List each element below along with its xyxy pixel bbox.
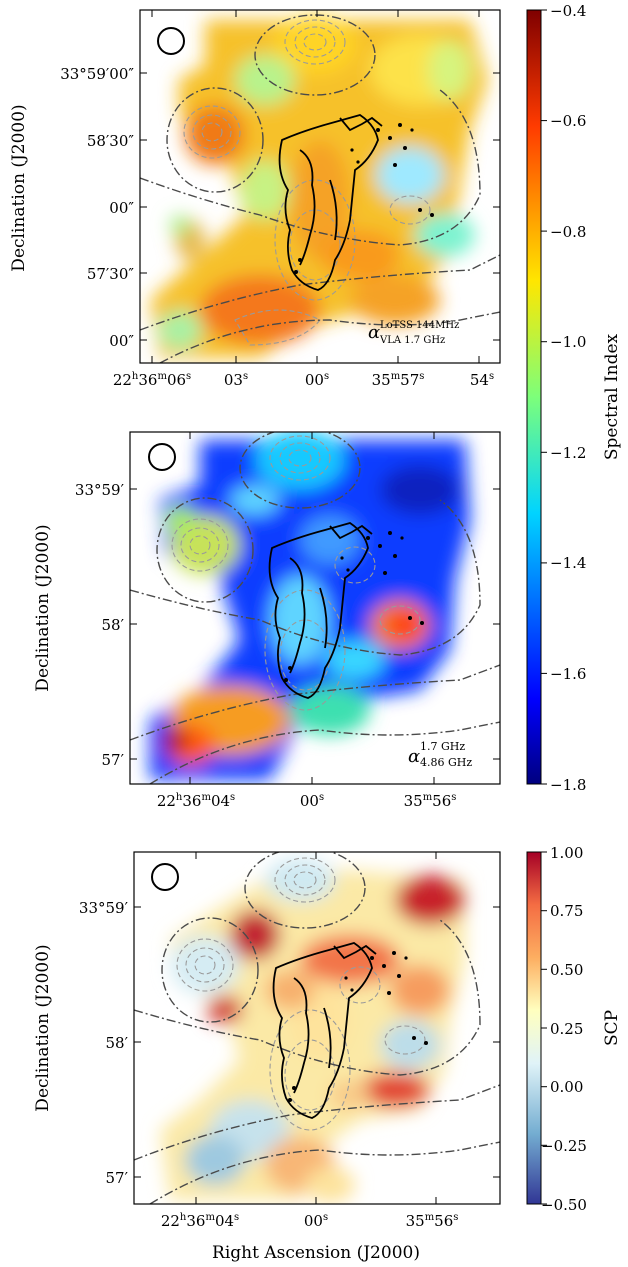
cbar-tick-label: −1.0 [550, 333, 586, 351]
cbar-tick-label: 1.00 [550, 844, 583, 862]
colorbar-spectral-index: −0.4 −0.6 −0.8 −1.0 −1.2 −1.4 −1.6 −1.8 … [526, 2, 622, 794]
cbar-tick-label: 0.00 [550, 1078, 583, 1096]
svg-text:1.7 GHz: 1.7 GHz [420, 740, 465, 753]
cbar-tick-label: −0.6 [550, 112, 586, 130]
xtick-label: 00s [300, 792, 324, 810]
xtick-label: 22h36m04s [161, 1212, 239, 1230]
ytick-label: 58′ [106, 1034, 129, 1052]
cbar-tick-label: −0.4 [550, 2, 586, 20]
cbar-tick-label: 0.25 [550, 1020, 583, 1038]
y-axis-label-2: Declination (J2000) [33, 524, 53, 691]
panel-3-frame [133, 851, 501, 1205]
ytick-label: 00″ [109, 199, 134, 217]
xtick-label: 00s [304, 1212, 328, 1230]
colorbar-label-scp: SCP [602, 1010, 622, 1046]
scp-map [134, 852, 500, 1204]
xtick-label: 22h36m04s [157, 792, 235, 810]
xtick-label: 35m56s [404, 792, 457, 810]
spectral-index-map-1 [140, 14, 500, 363]
colorbar-label-spectral-index: Spectral Index [602, 333, 622, 460]
cbar-tick-label: −1.4 [550, 554, 586, 572]
colorbar-scp: 1.00 0.75 0.50 0.25 0.00 −0.25 −0.50 SCP [526, 844, 622, 1214]
svg-text:α: α [368, 322, 380, 343]
xtick-label: 00s [305, 371, 329, 389]
cbar-tick-label: 0.50 [550, 961, 583, 979]
ytick-label: 00″ [109, 332, 134, 350]
cbar-tick-label: 0.75 [550, 902, 583, 920]
ytick-label: 33°59′00″ [60, 65, 134, 83]
xtick-label: 35m56s [406, 1212, 459, 1230]
cbar-tick-label: −1.8 [550, 776, 586, 794]
cbar-tick-label: −0.8 [550, 223, 586, 241]
spectral-index-map-2 [130, 432, 500, 784]
ytick-label: 57′30″ [87, 265, 135, 283]
panel-alpha-lotss-vla: α LoTSS 144MHz VLA 1.7 GHz 33°59′00″ 58′… [9, 9, 501, 389]
cbar-tick-label: −0.50 [541, 1196, 587, 1214]
ytick-label: 33°59′ [75, 481, 125, 499]
panel-1-frame [139, 9, 501, 364]
svg-text:VLA 1.7 GHz: VLA 1.7 GHz [379, 335, 445, 346]
panel-2-frame [129, 431, 501, 785]
y-axis-label-1: Declination (J2000) [9, 104, 29, 271]
cbar-tick-label: −0.25 [541, 1137, 587, 1155]
x-axis-label: Right Ascension (J2000) [212, 1243, 420, 1263]
xtick-label: 03s [224, 371, 248, 389]
xtick-label: 35m57s [372, 371, 425, 389]
svg-text:α: α [408, 746, 420, 767]
panel-scp: 33°59′ 58′ 57′ 22h36m04s 00s 35m56s Decl… [33, 851, 501, 1263]
ytick-label: 33°59′ [79, 899, 129, 917]
panel-alpha-vla-high: α 1.7 GHz 4.86 GHz 33°59′ 58′ 57′ 22h36m… [33, 431, 501, 810]
annotation-alpha-2: α 1.7 GHz 4.86 GHz [408, 740, 472, 769]
y-axis-label-3: Declination (J2000) [33, 944, 53, 1111]
xtick-label: 54s [470, 371, 494, 389]
ytick-label: 58′30″ [87, 132, 135, 150]
ytick-label: 58′ [102, 616, 125, 634]
cbar-tick-label: −1.2 [550, 444, 586, 462]
beam-circle-3 [151, 863, 179, 891]
ytick-label: 57′ [102, 751, 125, 769]
annotation-alpha-1: α LoTSS 144MHz VLA 1.7 GHz [368, 320, 459, 346]
cbar-tick-label: −1.6 [550, 665, 586, 683]
svg-text:LoTSS 144MHz: LoTSS 144MHz [380, 320, 459, 331]
svg-text:4.86 GHz: 4.86 GHz [420, 756, 472, 769]
beam-circle-2 [148, 443, 176, 471]
beam-circle-1 [157, 27, 185, 55]
ytick-label: 57′ [106, 1169, 129, 1187]
xtick-label: 22h36m06s [113, 371, 191, 389]
